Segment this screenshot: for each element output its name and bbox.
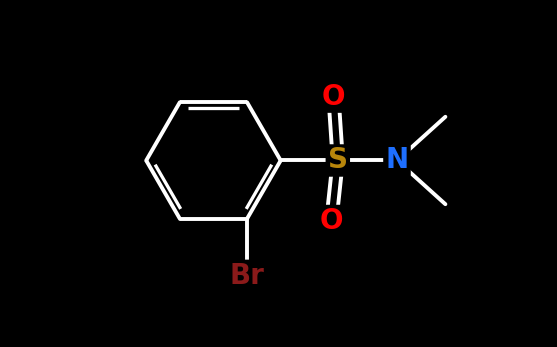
- Text: O: O: [322, 83, 345, 111]
- Text: O: O: [320, 207, 343, 235]
- Text: Br: Br: [229, 262, 265, 290]
- Text: N: N: [385, 146, 408, 175]
- Text: S: S: [328, 146, 348, 175]
